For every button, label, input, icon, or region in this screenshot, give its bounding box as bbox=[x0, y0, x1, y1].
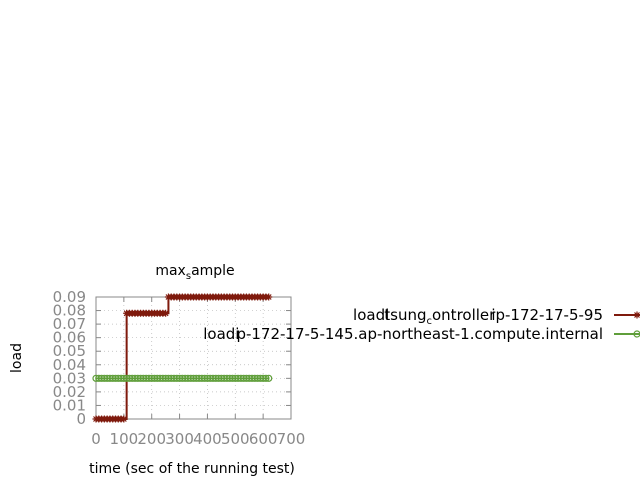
legend: loadltsungcontrollerip-172-17-5-95 loadi… bbox=[203, 306, 640, 343]
x-axis: 0 100 200 300 400 500 600 700 bbox=[91, 297, 305, 448]
y-tick-label: 0.01 bbox=[53, 396, 86, 414]
y-tick-label: 0.04 bbox=[53, 356, 86, 374]
y-axis: 00.010.020.030.040.050.060.070.080.09 bbox=[53, 288, 291, 428]
x-tick-label: 400 bbox=[193, 430, 222, 448]
y-tick-label: 0 bbox=[76, 410, 86, 428]
y-tick-label: 0.07 bbox=[53, 315, 86, 333]
legend-sample-series-2 bbox=[614, 330, 640, 338]
y-tick-label: 0.08 bbox=[53, 302, 86, 320]
y-tick-label: 0.02 bbox=[53, 383, 86, 401]
y-tick-label: 0.06 bbox=[53, 329, 86, 347]
x-tick-label: 200 bbox=[137, 430, 166, 448]
x-tick-label: 300 bbox=[165, 430, 194, 448]
chart-title: maxsample bbox=[155, 263, 234, 282]
x-tick-label: 600 bbox=[249, 430, 278, 448]
data-point bbox=[265, 374, 273, 382]
y-tick-label: 0.05 bbox=[53, 342, 86, 360]
x-axis-label: time (sec of the running test) bbox=[89, 461, 295, 477]
y-tick-label: 0.09 bbox=[53, 288, 86, 306]
legend-label-series-1: loadltsungcontrollerip-172-17-5-95 bbox=[353, 306, 603, 327]
series-2 bbox=[92, 374, 273, 382]
legend-sample-series-1 bbox=[614, 311, 640, 319]
data-point bbox=[162, 309, 170, 317]
series-1 bbox=[92, 293, 273, 423]
series-line bbox=[96, 296, 269, 420]
data-point bbox=[262, 374, 270, 382]
data-point bbox=[120, 415, 128, 423]
legend-label-series-2: loadip-172-17-5-145.ap-northeast-1.compu… bbox=[203, 325, 603, 343]
y-axis-label: load bbox=[9, 343, 25, 373]
x-tick-label: 500 bbox=[221, 430, 250, 448]
data-point bbox=[633, 311, 640, 319]
data-point bbox=[633, 330, 640, 338]
y-tick-label: 0.03 bbox=[53, 369, 86, 387]
data-point bbox=[265, 293, 273, 301]
x-tick-label: 700 bbox=[277, 430, 306, 448]
x-tick-label: 100 bbox=[110, 430, 139, 448]
x-tick-label: 0 bbox=[91, 430, 101, 448]
series-layer bbox=[92, 293, 273, 423]
